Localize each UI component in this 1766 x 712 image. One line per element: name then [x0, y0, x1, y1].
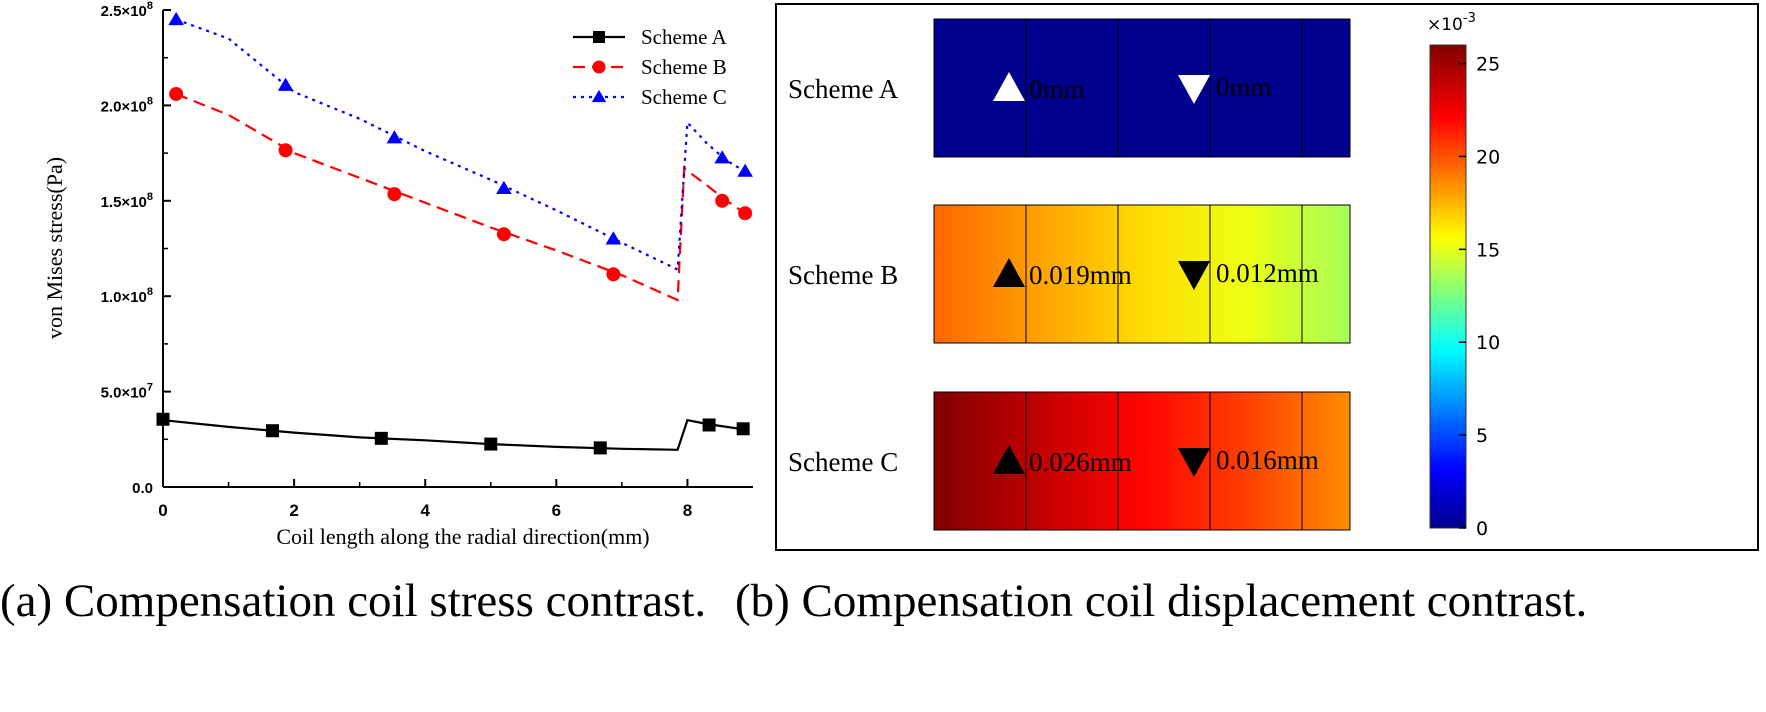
max-displacement-up-icon [993, 445, 1025, 474]
legend-marker-scheme-a [593, 31, 605, 43]
legend-label-scheme-b: Scheme B [641, 55, 727, 79]
colorbar [1429, 44, 1467, 529]
data-point-scheme-a [484, 437, 498, 451]
y-tick-label: 5.0×107 [101, 382, 153, 402]
legend-marker-scheme-c [591, 89, 607, 103]
colorbar-exponent: ×10-3 [1427, 11, 1476, 35]
data-point-scheme-a [736, 422, 750, 436]
max-displacement-up-icon [993, 258, 1025, 287]
data-point-scheme-b [606, 267, 621, 282]
y-tick-label: 2.5×108 [101, 0, 153, 20]
max-displacement-value: 0.019mm [1029, 260, 1132, 290]
caption-b: (b) Compensation coil displacement contr… [735, 575, 1588, 627]
max-displacement-value: 0.026mm [1029, 447, 1132, 477]
data-point-scheme-c [714, 150, 730, 164]
row-label-scheme-b: Scheme B [788, 260, 898, 290]
x-tick-label: 0 [158, 501, 167, 520]
legend-label-scheme-a: Scheme A [641, 25, 728, 49]
colorbar-tick-label: 5 [1476, 425, 1488, 447]
min-displacement-value: 0mm [1216, 72, 1272, 102]
x-axis-label: Coil length along the radial direction(m… [276, 524, 649, 549]
x-tick-label: 6 [552, 501, 561, 520]
data-point-scheme-b [496, 227, 511, 242]
data-point-scheme-c [737, 163, 753, 177]
data-point-scheme-a [374, 431, 388, 445]
min-displacement-down-icon [1178, 261, 1210, 290]
y-axis-label: von Mises stress(Pa) [42, 157, 67, 339]
data-point-scheme-b [387, 187, 402, 202]
data-point-scheme-b [278, 143, 293, 158]
max-displacement-up-icon [993, 72, 1025, 101]
y-tick-label: 1.0×108 [101, 286, 153, 306]
y-tick-label: 1.5×108 [101, 191, 153, 211]
data-point-scheme-c [605, 231, 622, 245]
colorbar-tick-label: 0 [1476, 518, 1488, 540]
stress-line-chart: 0 2 4 6 8 0.0 5.0×107 1.0×108 1.5×108 2.0×108 2.5… [42, 0, 753, 549]
data-point-scheme-a [702, 418, 716, 432]
max-displacement-value: 0mm [1029, 74, 1085, 104]
min-displacement-value: 0.012mm [1216, 258, 1319, 288]
displacement-heatmap: Scheme A 0mm 0mm Scheme B 0.019mm 0.012mm Sche… [775, 3, 1759, 551]
min-displacement-value: 0.016mm [1216, 445, 1319, 475]
data-point-scheme-c [386, 130, 403, 144]
y-tick-label: 0.0 [132, 480, 153, 497]
data-point-scheme-a [593, 441, 607, 455]
panel-frame [775, 3, 1759, 551]
series-line-scheme-b [175, 92, 748, 302]
colorbar-tick-label: 20 [1476, 146, 1500, 168]
legend-label-scheme-c: Scheme C [641, 85, 727, 109]
series-line-scheme-a [163, 418, 747, 451]
data-point-scheme-c [496, 180, 512, 194]
x-tick-label: 8 [683, 501, 692, 520]
x-tick-label: 4 [420, 501, 430, 520]
colorbar-tick-label: 25 [1476, 54, 1500, 76]
min-displacement-down-icon [1178, 75, 1210, 104]
data-point-scheme-c [277, 77, 294, 91]
y-tick-label: 2.0×108 [101, 95, 153, 115]
data-point-scheme-b [715, 193, 730, 208]
legend: Scheme A Scheme B Scheme C [573, 25, 728, 109]
colorbar-tick-label: 10 [1476, 332, 1500, 354]
colorbar-tick-label: 15 [1476, 239, 1500, 261]
caption-a: (a) Compensation coil stress contrast. [0, 575, 707, 627]
min-displacement-down-icon [1178, 448, 1210, 477]
data-point-scheme-b [738, 206, 753, 221]
legend-marker-scheme-b [592, 60, 606, 74]
data-point-scheme-c [168, 11, 184, 26]
data-point-scheme-b [169, 86, 184, 101]
displacement-bar-scheme-a [933, 18, 1351, 158]
row-label-scheme-a: Scheme A [788, 74, 899, 104]
row-label-scheme-c: Scheme C [788, 447, 898, 477]
x-tick-label: 2 [289, 501, 298, 520]
data-point-scheme-a [265, 424, 279, 438]
